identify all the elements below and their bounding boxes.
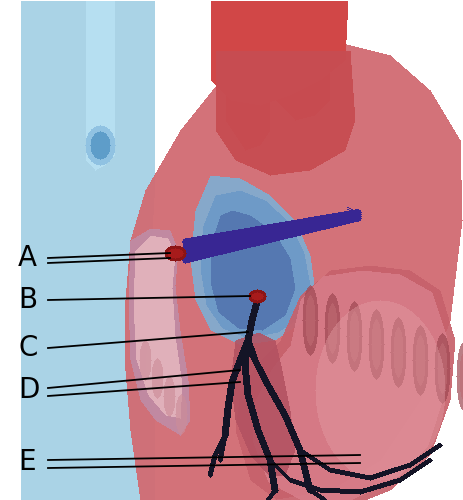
Text: E: E	[18, 448, 36, 476]
Text: C: C	[18, 334, 38, 362]
Text: A: A	[18, 244, 37, 272]
Text: B: B	[18, 286, 37, 314]
Text: D: D	[18, 376, 39, 404]
